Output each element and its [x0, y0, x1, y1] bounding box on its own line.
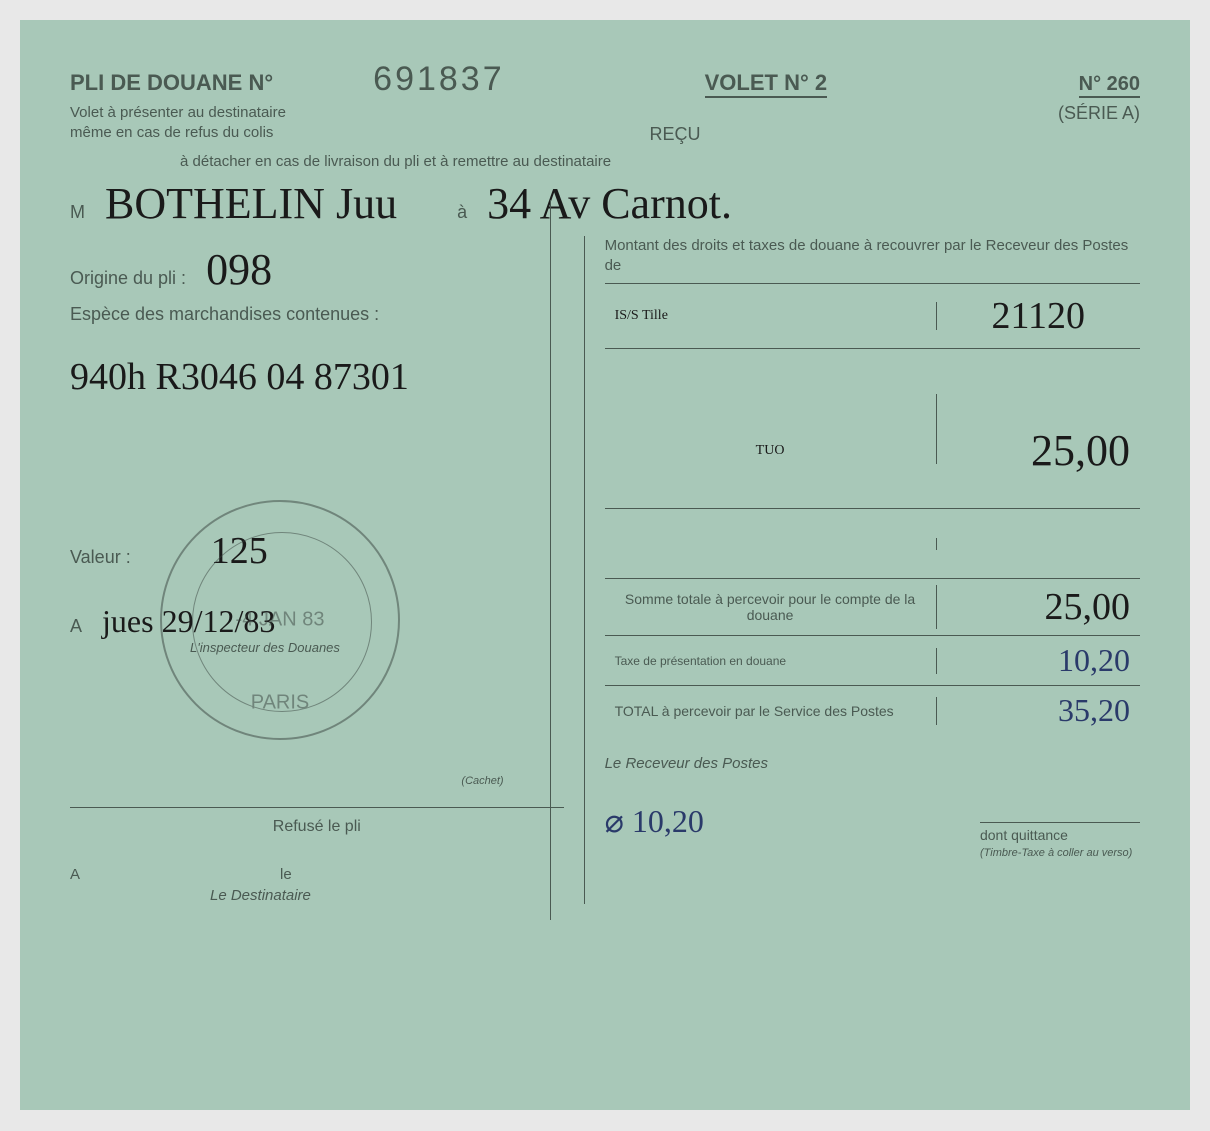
- m-label: M: [70, 202, 85, 223]
- dest-a: A: [70, 866, 80, 883]
- header-row: PLI DE DOUANE N° 691837 VOLET N° 2 N° 26…: [70, 60, 1140, 99]
- somme-value: 25,00: [937, 579, 1140, 635]
- a-date-label: A: [70, 616, 82, 637]
- subtitle: Volet à présenter au destinataire même e…: [70, 103, 286, 142]
- origine-label: Origine du pli :: [70, 268, 186, 289]
- customs-form: PLI DE DOUANE N° 691837 VOLET N° 2 N° 26…: [20, 20, 1190, 1110]
- customs-stamp: -4 JAN 83 PARIS: [160, 500, 400, 740]
- subtitle-1: Volet à présenter au destinataire: [70, 103, 286, 123]
- total-value: 35,20: [937, 686, 1140, 735]
- stamp-location: PARIS: [251, 691, 310, 714]
- origine-value: 098: [206, 248, 272, 292]
- dest-le: le: [280, 866, 292, 883]
- refuse-label: Refusé le pli: [70, 807, 564, 836]
- form-number: 691837: [373, 60, 504, 99]
- volet-label: VOLET N° 2: [705, 70, 827, 98]
- stamp-date: -4 JAN 83: [236, 609, 325, 632]
- total-label: TOTAL à percevoir par le Service des Pos…: [605, 697, 937, 725]
- tax-table: IS/S Tille 21120 TUO 25,00 Somme totale …: [605, 283, 1140, 735]
- montant-label: Montant des droits et taxes de douane à …: [605, 236, 1140, 275]
- somme-row: Somme totale à percevoir pour le compte …: [605, 578, 1140, 635]
- tax-amount-cell: 25,00: [937, 379, 1140, 479]
- code-cell: 21120: [937, 288, 1140, 344]
- taxe-pres-value: 10,20: [937, 636, 1140, 685]
- detacher-note: à détacher en cas de livraison du pli et…: [180, 153, 1140, 170]
- valeur-label: Valeur :: [70, 547, 131, 568]
- espece-label: Espèce des marchandises contenues :: [70, 304, 544, 325]
- total-row: TOTAL à percevoir par le Service des Pos…: [605, 685, 1140, 735]
- a-label: à: [457, 202, 467, 223]
- signature: ⌀ 10,20: [605, 802, 704, 859]
- recu-label: REÇU: [210, 124, 1140, 145]
- taxe-pres-row: Taxe de présentation en douane 10,20: [605, 635, 1140, 685]
- tax-code-cell: TUO: [605, 394, 937, 464]
- name-value: BOTHELIN Juu: [105, 182, 397, 226]
- origine-row: Origine du pli : 098: [70, 248, 564, 292]
- table-header-row: IS/S Tille 21120: [605, 283, 1140, 348]
- n260-label: N° 260: [1079, 73, 1140, 98]
- name-row: M BOTHELIN Juu à 34 Av Carnot.: [70, 182, 1140, 226]
- right-column: Montant des droits et taxes de douane à …: [584, 236, 1140, 904]
- receveur-label: Le Receveur des Postes: [605, 755, 1140, 772]
- timbre-note: (Timbre-Taxe à coller au verso): [980, 847, 1140, 859]
- cachet-label: (Cachet): [70, 775, 504, 787]
- destinataire-label: Le Destinataire: [210, 887, 564, 904]
- subtitle-2: même en cas de refus du colis: [70, 123, 286, 143]
- empty-row: [605, 508, 1140, 578]
- dont-quittance: dont quittance: [980, 822, 1140, 843]
- tax-row: TUO 25,00: [605, 348, 1140, 508]
- dest-row: A le: [70, 866, 564, 883]
- serie: (SÉRIE A): [1058, 103, 1140, 142]
- title: PLI DE DOUANE N°: [70, 70, 273, 96]
- divider: [550, 200, 551, 920]
- location-cell: IS/S Tille: [605, 302, 937, 330]
- address-value: 34 Av Carnot.: [487, 182, 732, 226]
- espece-value: 940h R3046 04 87301: [70, 355, 564, 399]
- somme-label: Somme totale à percevoir pour le compte …: [605, 585, 937, 629]
- taxe-pres-label: Taxe de présentation en douane: [605, 648, 937, 674]
